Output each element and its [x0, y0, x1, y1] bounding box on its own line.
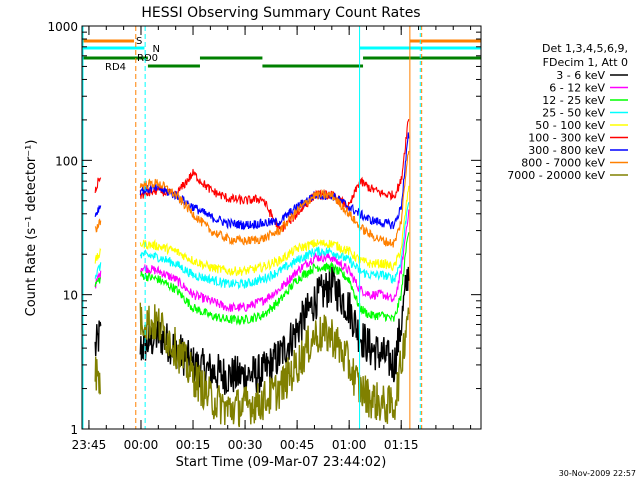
series-3-segment-2 — [140, 232, 410, 326]
series-4-segment-1 — [94, 262, 102, 279]
series-9-segment-2 — [139, 302, 410, 428]
series-1-segment-2 — [139, 266, 410, 395]
series-9 — [94, 302, 410, 428]
legend-entry-label: 3 - 6 keV — [556, 69, 605, 82]
series-1-segment-1 — [94, 320, 102, 357]
series-8 — [94, 150, 410, 248]
series-4-segment-2 — [139, 202, 410, 290]
night-label: N — [152, 44, 159, 55]
legend-entry-label: 12 - 25 keV — [542, 94, 605, 107]
series-4 — [94, 202, 410, 290]
x-tick-label: 00:45 — [280, 438, 315, 452]
series-5 — [94, 185, 410, 277]
event-markers — [82, 26, 423, 429]
series-5-segment-2 — [139, 185, 410, 277]
series-3 — [94, 232, 410, 326]
series-8-segment-2 — [139, 150, 410, 248]
y-tick-label: 10 — [63, 289, 78, 303]
series-7 — [94, 132, 410, 231]
legend: Det 1,3,4,5,6,9,FDecim 1, Att 03 - 6 keV… — [507, 42, 628, 182]
x-tick-label: 00:30 — [228, 438, 263, 452]
plot-frame — [81, 25, 482, 430]
chart-title: HESSI Observing Summary Count Rates — [141, 5, 420, 21]
legend-header-line: Det 1,3,4,5,6,9, — [542, 42, 628, 55]
legend-entry-label: 300 - 800 keV — [528, 144, 605, 157]
series-layer — [94, 119, 410, 428]
saa-label: S — [136, 36, 142, 47]
y-tick-label: 1000 — [47, 20, 78, 34]
legend-entry-label: 50 - 100 keV — [535, 119, 605, 132]
rd0-label: RD0 — [137, 53, 158, 64]
legend-entry-label: 25 - 50 keV — [542, 107, 605, 120]
legend-entry-label: 6 - 12 keV — [549, 82, 605, 95]
rd4-label: RD4 — [105, 62, 126, 73]
legend-entry-label: 100 - 300 keV — [528, 132, 605, 145]
y-tick-label: 1 — [70, 423, 78, 437]
series-2-segment-2 — [139, 209, 410, 313]
series-6-segment-1 — [94, 177, 102, 194]
x-tick-label: 01:15 — [384, 438, 419, 452]
series-7-segment-2 — [139, 132, 410, 231]
series-8-segment-1 — [94, 218, 102, 233]
generated-timestamp: 30-Nov-2009 22:57 — [559, 469, 636, 478]
x-tick-label: 00:15 — [176, 438, 211, 452]
y-axis-label: Count Rate (s⁻¹ detector⁻¹) — [24, 140, 39, 317]
series-9-segment-1 — [94, 356, 102, 395]
y-axis: 1 10 100 1000 — [47, 20, 481, 437]
legend-entry-label: 7000 - 20000 keV — [507, 169, 605, 182]
x-tick-label: 01:00 — [332, 438, 367, 452]
legend-header-line: FDecim 1, Att 0 — [543, 56, 628, 69]
x-axis-label: Start Time (09-Mar-07 23:44:02) — [176, 455, 387, 470]
series-5-segment-1 — [94, 247, 102, 264]
legend-entry-label: 800 - 7000 keV — [521, 157, 605, 170]
y-tick-label: 100 — [55, 154, 78, 168]
x-axis: 23:45 00:00 00:15 00:30 00:45 01:00 01:15 — [72, 26, 472, 452]
series-7-segment-1 — [94, 205, 102, 217]
series-3-segment-1 — [94, 277, 101, 287]
x-tick-label: 23:45 — [72, 438, 107, 452]
x-tick-label: 00:00 — [124, 438, 159, 452]
series-1 — [94, 266, 410, 395]
